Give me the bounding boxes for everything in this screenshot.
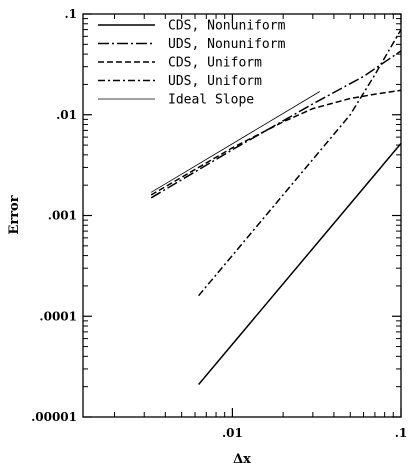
y-tick-label: .0001 xyxy=(39,309,77,323)
legend-label: CDS, Uniform xyxy=(168,56,262,71)
y-tick-label: .1 xyxy=(64,7,77,21)
series-line-4 xyxy=(198,29,402,297)
x-axis-ticks: .01 .1 xyxy=(114,14,408,440)
x-tick-label: .1 xyxy=(395,426,408,440)
series-line-3 xyxy=(150,89,402,196)
series-line-1 xyxy=(198,142,402,385)
legend-label: Ideal Slope xyxy=(168,93,254,108)
x-axis-label: Δx xyxy=(233,452,251,467)
y-tick-label: .01 xyxy=(56,108,77,122)
y-tick-label: .001 xyxy=(48,209,77,223)
series-line-5 xyxy=(150,91,321,193)
legend-label: CDS, Nonuniform xyxy=(168,19,286,34)
legend-label: UDS, Uniform xyxy=(168,74,262,89)
y-tick-label: .00001 xyxy=(31,410,77,424)
x-tick-label: .01 xyxy=(222,426,243,440)
series-line-2 xyxy=(150,50,402,199)
series-layer xyxy=(150,29,402,385)
y-axis-ticks: .00001 .0001 .001 .01 .1 xyxy=(31,7,401,424)
y-axis-label: Error xyxy=(7,195,22,234)
legend: CDS, Nonuniform UDS, Nonuniform CDS, Unifo… xyxy=(98,19,286,108)
legend-label: UDS, Nonuniform xyxy=(168,37,286,52)
